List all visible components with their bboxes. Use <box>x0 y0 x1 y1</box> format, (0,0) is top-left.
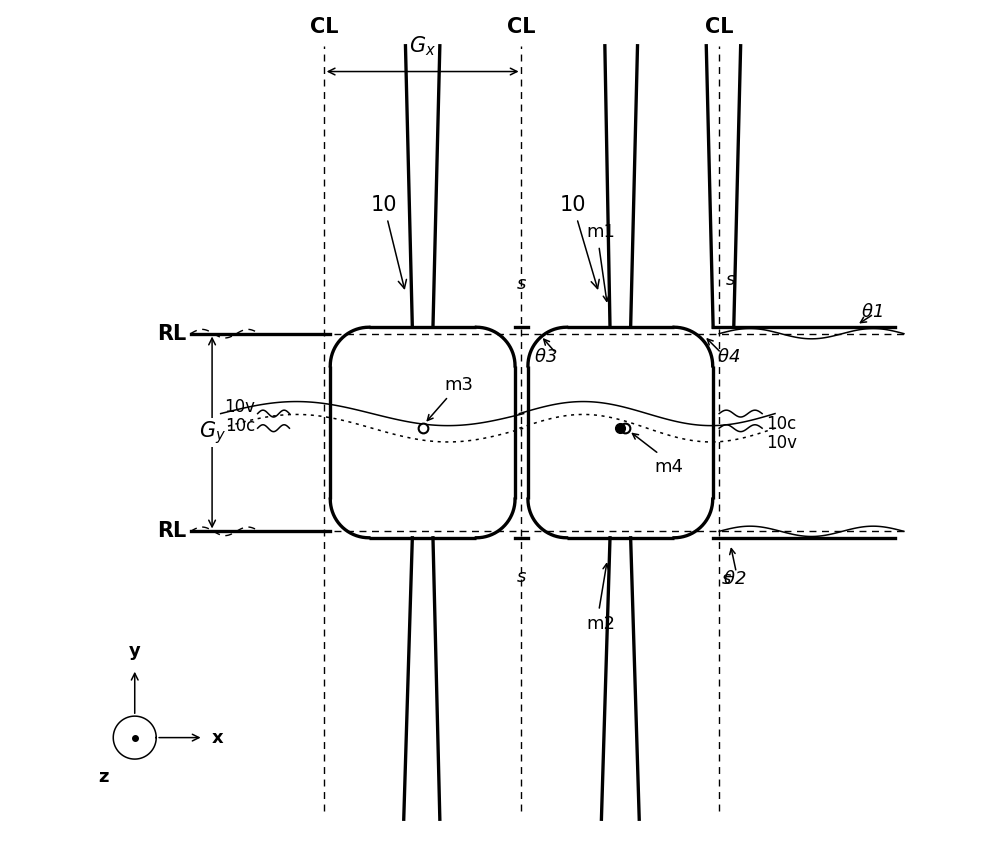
Text: s: s <box>517 567 526 586</box>
Text: m3: m3 <box>444 375 473 394</box>
Text: x: x <box>212 728 224 746</box>
Text: m4: m4 <box>655 458 684 477</box>
Text: $\theta$2: $\theta$2 <box>723 570 747 587</box>
Text: m2: m2 <box>586 615 615 633</box>
Text: y: y <box>129 642 141 660</box>
Text: 10: 10 <box>371 195 406 289</box>
Text: CL: CL <box>705 17 733 37</box>
Text: s: s <box>517 275 526 293</box>
Text: 10v: 10v <box>766 434 797 452</box>
Text: $G_y$: $G_y$ <box>199 420 226 445</box>
Text: 10: 10 <box>560 195 599 289</box>
Text: 10c: 10c <box>225 417 255 434</box>
Text: $\theta$1: $\theta$1 <box>861 303 883 321</box>
Text: $\theta$4: $\theta$4 <box>717 349 740 366</box>
Text: RL: RL <box>157 522 186 541</box>
Text: 10c: 10c <box>766 415 797 432</box>
Text: $G_x$: $G_x$ <box>409 35 436 58</box>
Text: 10v: 10v <box>224 398 255 416</box>
Text: z: z <box>98 767 109 785</box>
Text: s: s <box>726 271 735 289</box>
Text: s: s <box>721 570 731 588</box>
Text: RL: RL <box>157 324 186 343</box>
Text: m1: m1 <box>586 223 615 241</box>
Text: $\theta$3: $\theta$3 <box>534 349 558 366</box>
Text: CL: CL <box>310 17 338 37</box>
Text: CL: CL <box>507 17 536 37</box>
